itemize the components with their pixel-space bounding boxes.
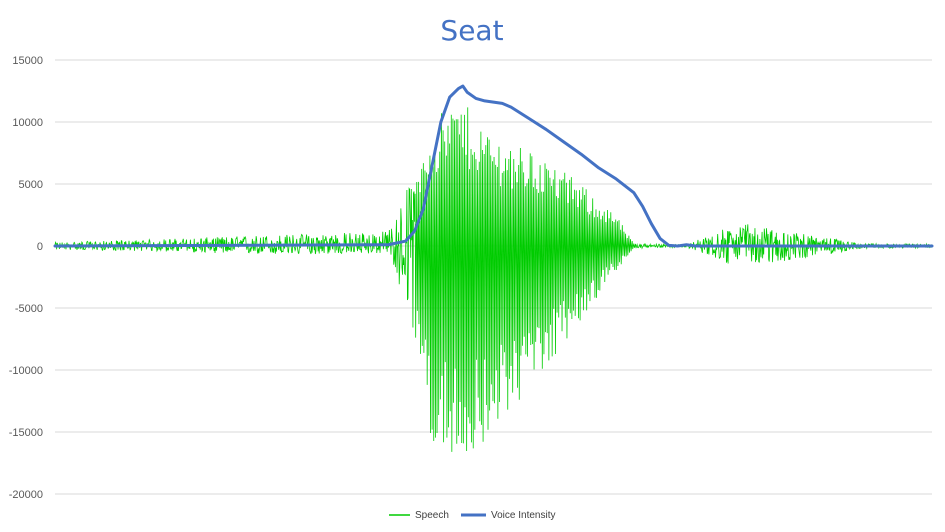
y-tick-label: 0 (37, 241, 43, 253)
legend-speech-label: Speech (415, 510, 449, 521)
y-tick-label: -20000 (9, 489, 43, 501)
speech-waveform-line (55, 107, 932, 452)
y-axis-ticks: 15000 10000 5000 0 -5000 -10000 -15000 -20000 (9, 55, 43, 501)
legend: Speech Voice Intensity (389, 510, 555, 521)
y-tick-label: 15000 (12, 55, 43, 67)
y-tick-label: 5000 (19, 179, 43, 191)
series-speech (55, 107, 932, 452)
chart-title: Seat (440, 14, 503, 47)
y-tick-label: -10000 (9, 365, 43, 377)
legend-voice-intensity-label: Voice Intensity (491, 510, 555, 521)
y-tick-label: -15000 (9, 427, 43, 439)
y-tick-label: -5000 (15, 303, 43, 315)
y-tick-label: 10000 (12, 117, 43, 129)
